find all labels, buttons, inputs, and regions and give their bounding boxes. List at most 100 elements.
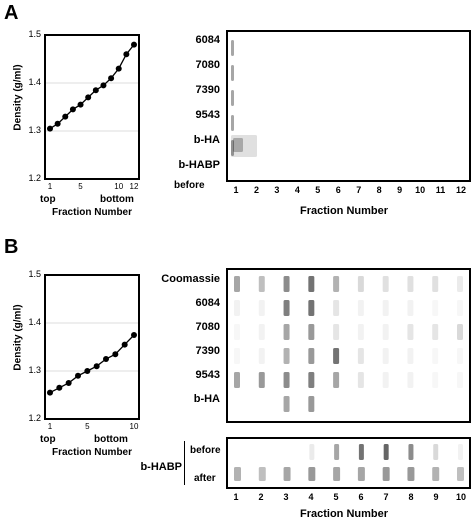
x-tick-label: 1 bbox=[47, 422, 53, 431]
density-line bbox=[49, 334, 135, 394]
blot-b-frame bbox=[226, 268, 471, 423]
fraction-tick: 7 bbox=[383, 492, 389, 502]
data-point bbox=[121, 341, 128, 348]
fraction-tick: 5 bbox=[333, 492, 339, 502]
blot-band bbox=[432, 348, 438, 364]
graph-a-bottom-label: bottom bbox=[100, 194, 134, 205]
blot-row-label: 7080 bbox=[195, 321, 220, 333]
blot-a-before-label: before bbox=[174, 180, 205, 191]
blot-b-habp-divider bbox=[184, 441, 185, 485]
data-point bbox=[75, 372, 81, 379]
blot-band bbox=[283, 348, 290, 364]
graph-a-xticks: 1 5 10 12 bbox=[44, 182, 154, 194]
blot-band bbox=[234, 467, 241, 481]
blot-band bbox=[457, 467, 464, 481]
graph-a-top-label: top bbox=[40, 194, 56, 205]
blot-row-label: b-HABP bbox=[178, 159, 220, 171]
blot-band bbox=[231, 90, 234, 106]
blot-row-label: b-HA bbox=[193, 134, 220, 146]
blot-band bbox=[258, 276, 265, 292]
fraction-tick: 4 bbox=[308, 492, 314, 502]
fraction-tick: 1 bbox=[233, 185, 239, 195]
blot-band bbox=[231, 40, 234, 56]
blot-band bbox=[233, 138, 243, 152]
blot-band bbox=[382, 372, 389, 388]
fraction-tick: 3 bbox=[283, 492, 289, 502]
y-tick-label: 1.3 bbox=[28, 365, 41, 375]
data-point bbox=[103, 356, 109, 362]
fraction-tick: 10 bbox=[455, 492, 466, 502]
blot-band bbox=[457, 372, 463, 388]
y-tick-label: 1.5 bbox=[28, 269, 41, 279]
fraction-tick: 6 bbox=[358, 492, 364, 502]
blot-band bbox=[432, 467, 440, 481]
blot-band bbox=[231, 115, 234, 131]
blot-b-before-label: before bbox=[190, 445, 221, 456]
fraction-tick: 8 bbox=[376, 185, 382, 195]
panel-letter-b: B bbox=[4, 236, 19, 258]
blot-band bbox=[433, 444, 439, 460]
x-tick-label: 10 bbox=[129, 422, 139, 431]
blot-band bbox=[457, 300, 463, 316]
blot-band bbox=[258, 348, 265, 364]
blot-b-after-label: after bbox=[194, 473, 216, 484]
blot-band bbox=[308, 276, 315, 292]
y-tick-label: 1.2 bbox=[28, 413, 41, 423]
blot-band bbox=[283, 300, 290, 316]
blot-band bbox=[408, 444, 414, 460]
fraction-tick: 6 bbox=[335, 185, 341, 195]
blot-band bbox=[231, 65, 234, 81]
blot-band bbox=[308, 324, 315, 340]
fraction-tick: 9 bbox=[397, 185, 403, 195]
blot-band bbox=[258, 372, 265, 388]
blot-band bbox=[357, 348, 364, 364]
blot-band bbox=[231, 135, 257, 157]
blot-band bbox=[357, 467, 365, 481]
data-point bbox=[56, 384, 63, 391]
fraction-tick: 11 bbox=[435, 185, 446, 195]
data-point bbox=[69, 106, 76, 113]
y-tick-label: 1.4 bbox=[28, 77, 41, 87]
blot-band bbox=[234, 276, 240, 292]
blot-band bbox=[382, 467, 390, 481]
blot-band bbox=[407, 324, 414, 340]
blot-row-label: 7390 bbox=[195, 84, 220, 96]
fraction-tick: 3 bbox=[274, 185, 280, 195]
graph-b-xlabel: Fraction Number bbox=[52, 447, 133, 458]
blot-band bbox=[234, 300, 240, 316]
blot-band bbox=[333, 300, 340, 316]
blot-band bbox=[357, 372, 364, 388]
blot-band bbox=[407, 467, 415, 481]
blot-band bbox=[283, 396, 290, 412]
fraction-tick: 1 bbox=[233, 492, 239, 502]
blot-a-xlabel: Fraction Number bbox=[300, 205, 389, 217]
blot-b-habp-label: b-HABP bbox=[140, 461, 182, 473]
blot-band bbox=[333, 276, 340, 292]
graph-b-plot bbox=[44, 274, 140, 420]
graph-a-xlabel: Fraction Number bbox=[52, 207, 133, 218]
panel-letter-a: A bbox=[4, 2, 19, 24]
blot-b-row-labels: Coomassie 6084 7080 7390 9543 b-HA bbox=[160, 273, 224, 423]
blot-band bbox=[357, 276, 364, 292]
blot-band bbox=[382, 324, 389, 340]
blot-row-label: Coomassie bbox=[161, 273, 220, 285]
y-tick-label: 1.5 bbox=[28, 29, 41, 39]
blot-band bbox=[432, 300, 438, 316]
blot-band bbox=[357, 324, 364, 340]
blot-band bbox=[333, 372, 340, 388]
blot-band bbox=[407, 372, 414, 388]
fraction-tick: 5 bbox=[315, 185, 321, 195]
data-point bbox=[123, 51, 130, 58]
blot-row-label: 9543 bbox=[195, 369, 220, 381]
blot-band bbox=[407, 348, 414, 364]
fraction-tick: 2 bbox=[253, 185, 259, 195]
blot-band bbox=[432, 324, 439, 340]
blot-row-label: 7080 bbox=[195, 59, 220, 71]
blot-band bbox=[357, 300, 364, 316]
fraction-tick: 7 bbox=[356, 185, 362, 195]
x-tick-label: 5 bbox=[85, 422, 90, 431]
data-point bbox=[85, 94, 92, 101]
x-tick-label: 10 bbox=[114, 182, 124, 191]
blot-band bbox=[333, 467, 341, 481]
blot-band bbox=[258, 300, 265, 316]
